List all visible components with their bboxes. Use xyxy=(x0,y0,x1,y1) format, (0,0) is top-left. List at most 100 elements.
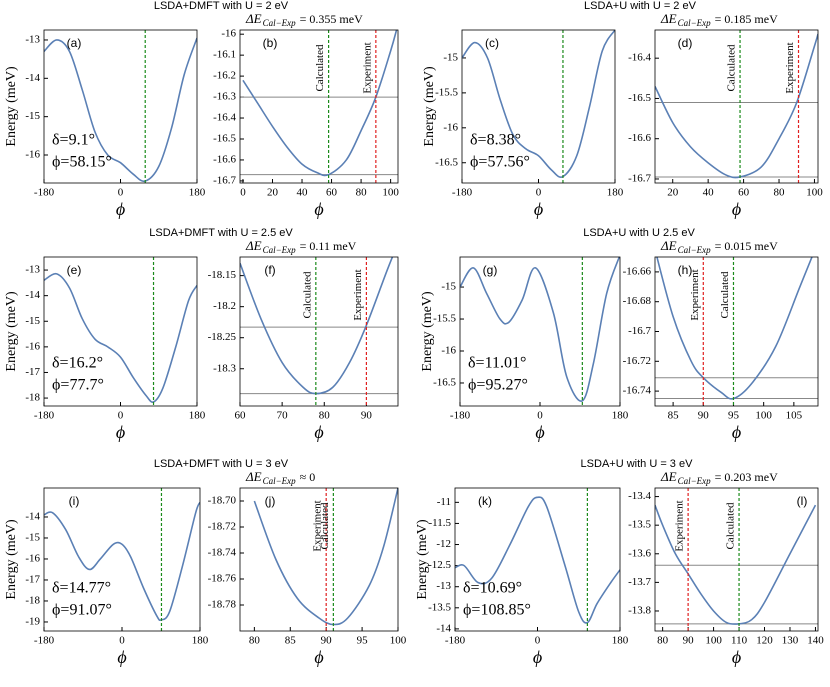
x-axis-label: ϕ xyxy=(732,647,741,667)
y-tick-label: -16.5 xyxy=(213,133,236,145)
panel-label: (h) xyxy=(678,263,693,277)
y-tick-label: -13 xyxy=(25,264,40,276)
x-tick-label: 0 xyxy=(537,410,543,422)
y-tick-label: -16.72 xyxy=(623,355,651,367)
fit-annotation: δ=11.01° xyxy=(468,355,526,372)
x-tick-label: 140 xyxy=(807,635,824,647)
frame xyxy=(654,29,819,184)
y-tick-label: -16.68 xyxy=(623,295,652,307)
vline-label: Experiment xyxy=(689,269,701,320)
y-tick-label: -15 xyxy=(25,315,40,327)
panel-label: (l) xyxy=(797,494,808,508)
y-tick-label: -11.5 xyxy=(428,517,451,529)
y-tick-label: -16.4 xyxy=(628,52,651,64)
energy-curve xyxy=(242,30,398,177)
frame xyxy=(43,256,198,407)
panel-label: (j) xyxy=(265,494,276,508)
x-tick-label: 95 xyxy=(728,410,740,422)
frame xyxy=(461,29,616,184)
y-tick-label: -18 xyxy=(25,595,40,607)
energy-curve xyxy=(240,257,394,395)
x-tick-label: -180 xyxy=(452,187,473,199)
plot-area xyxy=(242,30,398,177)
y-axis-label: Energy (meV) xyxy=(415,519,430,600)
energy-curve xyxy=(455,496,620,624)
x-tick-label: 60 xyxy=(235,410,247,422)
y-tick-label: -15 xyxy=(441,281,456,293)
fit-annotation: δ=9.1° xyxy=(52,132,95,149)
delta-e-value: = 0.11 meV xyxy=(300,239,357,253)
y-axis-label: Energy (meV) xyxy=(422,66,437,147)
y-tick-label: -16 xyxy=(25,553,40,565)
fit-annotation: ϕ=57.56° xyxy=(470,154,530,171)
y-tick-label: -17 xyxy=(25,574,40,586)
y-tick-label: -16.7 xyxy=(213,174,236,186)
delta-e-main: ΔE xyxy=(245,238,262,253)
delta-e-value: = 0.355 meV xyxy=(300,12,363,26)
y-tick-label: -18.15 xyxy=(208,269,237,281)
y-tick-label: -16.6 xyxy=(213,153,236,165)
y-tick-label: -14 xyxy=(25,289,40,301)
x-tick-label: 80 xyxy=(657,635,669,647)
y-tick-label: -18.76 xyxy=(208,573,237,585)
fit-annotation: δ=10.69° xyxy=(463,580,522,597)
x-tick-label: 60 xyxy=(326,187,338,199)
energy-curve xyxy=(462,30,615,179)
frame xyxy=(239,487,399,632)
x-axis-label: ϕ xyxy=(535,422,544,442)
x-axis-label: ϕ xyxy=(732,422,741,442)
plot-area xyxy=(240,257,394,395)
x-tick-label: 90 xyxy=(361,410,373,422)
x-tick-label: 130 xyxy=(782,635,799,647)
panel-title: LSDA+DMFT with U = 2.5 eV xyxy=(149,227,293,239)
energy-curve xyxy=(44,272,197,403)
y-tick-label: -16.7 xyxy=(628,325,651,337)
x-tick-label: 40 xyxy=(297,187,309,199)
x-axis-label: ϕ xyxy=(732,199,741,219)
x-tick-label: 0 xyxy=(118,187,124,199)
x-tick-label: 100 xyxy=(705,635,722,647)
y-tick-label: -11 xyxy=(437,496,451,508)
panel-label: (c) xyxy=(485,36,499,50)
x-tick-label: 120 xyxy=(756,635,773,647)
fit-annotation: ϕ=77.7° xyxy=(52,377,104,394)
vline-label: Experiment xyxy=(674,500,686,551)
y-tick-label: -15 xyxy=(25,110,40,122)
fit-annotation: ϕ=91.07° xyxy=(52,602,112,619)
panel-label: (f) xyxy=(264,263,275,277)
x-tick-label: 180 xyxy=(612,410,629,422)
y-tick-label: -13.8 xyxy=(628,605,651,617)
x-tick-label: 0 xyxy=(535,635,541,647)
y-tick-label: -14 xyxy=(25,72,40,84)
energy-curve xyxy=(655,504,817,625)
vline-label: Calculated xyxy=(314,44,326,92)
delta-e-value: = 0.185 meV xyxy=(715,12,778,26)
y-tick-label: -18.70 xyxy=(208,495,237,507)
frame xyxy=(459,256,621,407)
y-tick-label: -16 xyxy=(221,28,236,40)
delta-e-sub: Cal−Exp xyxy=(263,18,297,28)
y-axis-label: Energy (meV) xyxy=(4,291,19,372)
frame xyxy=(43,487,201,632)
y-tick-label: -15.5 xyxy=(433,313,456,325)
y-tick-label: -18.3 xyxy=(213,362,236,374)
panel-title: LSDA+DMFT with U = 2 eV xyxy=(154,0,289,12)
frame xyxy=(239,256,399,407)
x-tick-label: -180 xyxy=(34,187,55,199)
y-tick-label: -16.1 xyxy=(213,49,236,61)
y-axis-label: Energy (meV) xyxy=(4,519,19,600)
x-tick-label: -180 xyxy=(445,635,466,647)
y-tick-label: -18 xyxy=(25,392,40,404)
y-tick-label: -16.2 xyxy=(213,70,236,82)
x-tick-label: 180 xyxy=(189,187,206,199)
x-tick-label: -180 xyxy=(34,635,55,647)
y-tick-label: -16.6 xyxy=(628,132,651,144)
panel-label: (i) xyxy=(69,494,80,508)
y-tick-label: -16 xyxy=(25,340,40,352)
y-tick-label: -15.5 xyxy=(435,86,458,98)
y-tick-label: -18.2 xyxy=(213,300,236,312)
x-tick-label: 90 xyxy=(683,635,695,647)
panel-label: (g) xyxy=(483,263,498,277)
